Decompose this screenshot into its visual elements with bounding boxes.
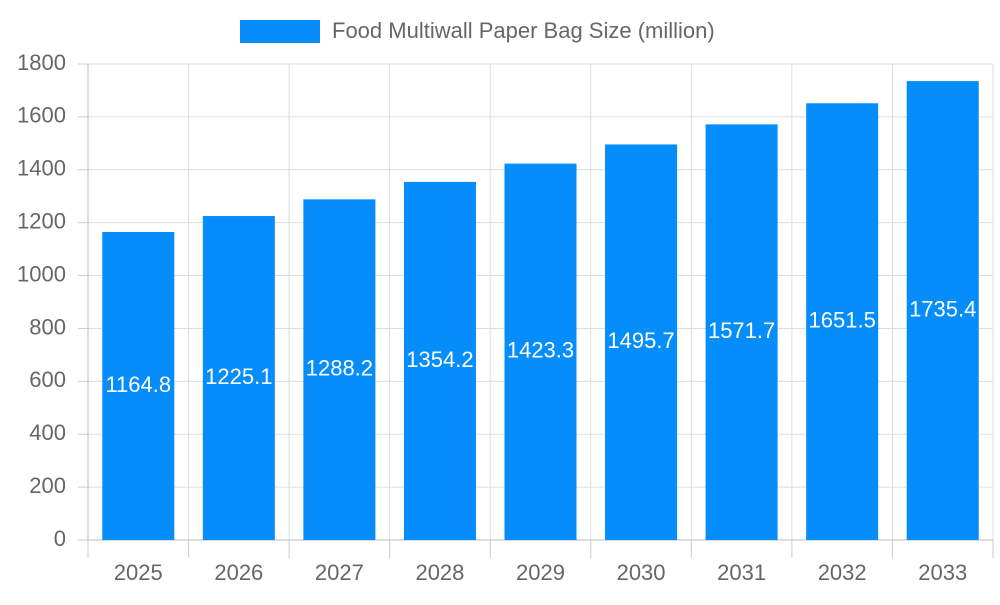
data-label: 1423.3	[507, 338, 574, 363]
y-tick-label: 200	[29, 473, 66, 498]
y-tick-label: 1000	[17, 261, 66, 286]
y-tick-label: 0	[54, 526, 66, 551]
y-tick-label: 1400	[17, 156, 66, 181]
bar	[303, 199, 376, 541]
bar	[806, 103, 879, 541]
x-tick-label: 2028	[415, 560, 464, 585]
data-label: 1571.7	[708, 318, 775, 343]
y-tick-label: 1800	[17, 50, 66, 75]
data-label: 1495.7	[607, 328, 674, 353]
x-tick-label: 2030	[617, 560, 666, 585]
data-label: 1651.5	[809, 307, 876, 332]
legend-swatch	[240, 20, 320, 43]
legend-label: Food Multiwall Paper Bag Size (million)	[332, 18, 715, 43]
bar	[605, 144, 678, 540]
bar	[102, 231, 175, 541]
data-label: 1735.4	[909, 296, 976, 321]
y-tick-label: 1600	[17, 103, 66, 128]
bar	[906, 81, 979, 540]
data-label: 1225.1	[205, 364, 272, 389]
x-tick-label: 2031	[717, 560, 766, 585]
data-label: 1164.8	[105, 372, 171, 397]
x-tick-label: 2032	[818, 560, 867, 585]
x-tick-label: 2033	[918, 560, 967, 585]
x-tick-label: 2027	[315, 560, 364, 585]
bar	[504, 163, 577, 541]
x-tick-label: 2029	[516, 560, 565, 585]
y-tick-label: 1200	[17, 208, 66, 233]
bar	[202, 216, 275, 540]
bar	[705, 124, 778, 540]
x-tick-label: 2025	[114, 560, 163, 585]
y-tick-label: 400	[29, 420, 66, 445]
y-tick-label: 800	[29, 314, 66, 339]
y-tick-label: 600	[29, 367, 66, 392]
data-label: 1354.2	[406, 347, 473, 372]
bar	[403, 181, 476, 540]
x-tick-label: 2026	[214, 560, 263, 585]
data-label: 1288.2	[306, 355, 373, 380]
